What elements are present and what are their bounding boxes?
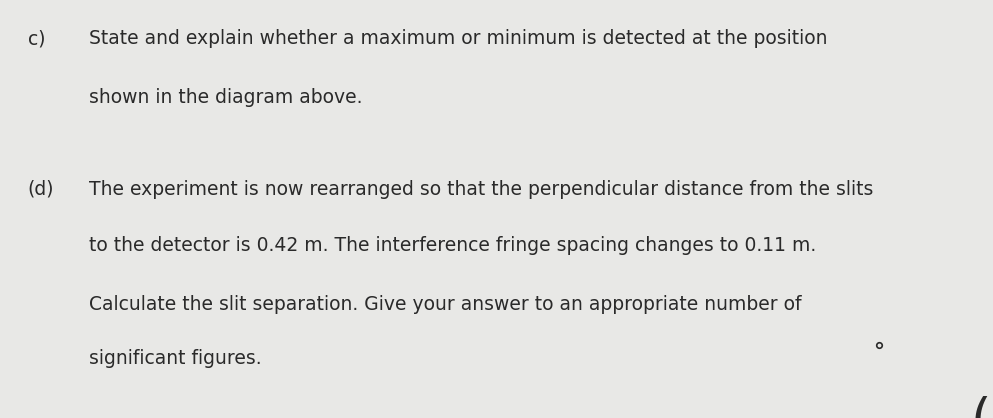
Text: (d): (d) <box>28 180 55 199</box>
Text: The experiment is now rearranged so that the perpendicular distance from the sli: The experiment is now rearranged so that… <box>89 180 874 199</box>
Text: (: ( <box>970 395 991 418</box>
Text: c): c) <box>28 29 46 48</box>
Text: Calculate the slit separation. Give your answer to an appropriate number of: Calculate the slit separation. Give your… <box>89 295 802 314</box>
Text: State and explain whether a maximum or minimum is detected at the position: State and explain whether a maximum or m… <box>89 29 828 48</box>
Text: to the detector is 0.42 m. The interference fringe spacing changes to 0.11 m.: to the detector is 0.42 m. The interfere… <box>89 236 816 255</box>
Text: shown in the diagram above.: shown in the diagram above. <box>89 88 362 107</box>
Text: significant figures.: significant figures. <box>89 349 262 368</box>
